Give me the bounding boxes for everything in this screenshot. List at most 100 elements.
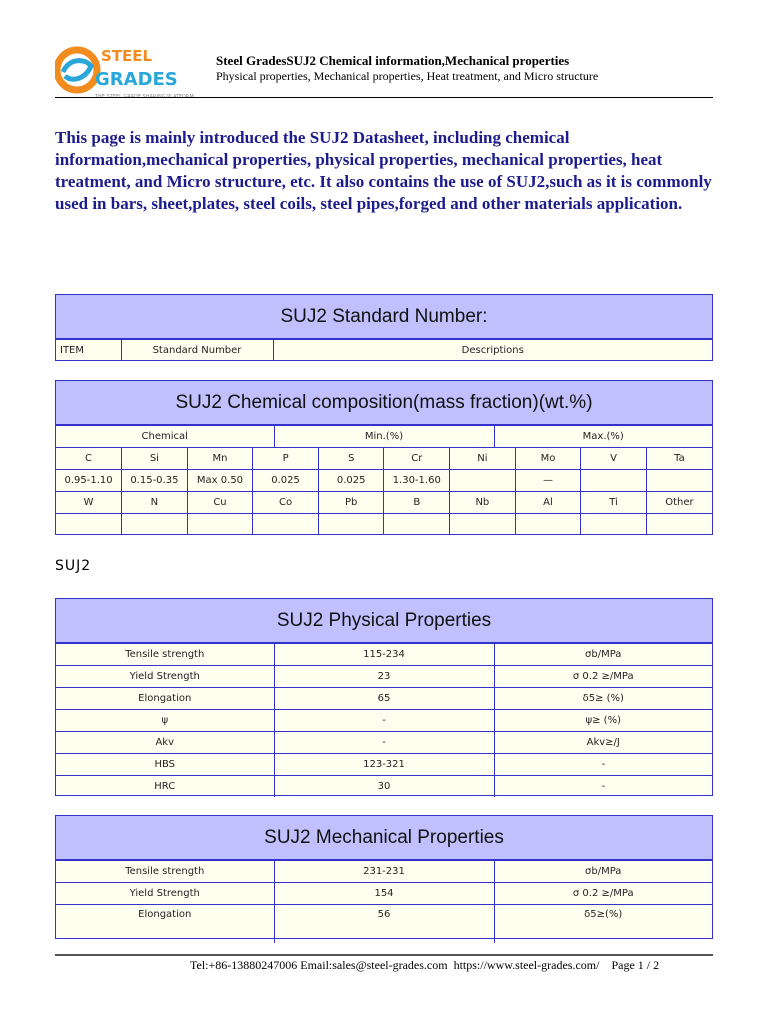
table-cell: ψ: [56, 709, 275, 732]
table-cell: Ta: [645, 447, 712, 470]
table-row: Tensile strength 115-234 σb/MPa: [56, 643, 712, 666]
table-row: ψ - ψ≥ (%): [56, 709, 712, 732]
table-title: SUJ2 Physical Properties: [56, 599, 712, 643]
table-cell: Mn: [186, 447, 254, 470]
table-cell: [121, 513, 188, 535]
standard-number-table: SUJ2 Standard Number: ITEM Standard Numbe…: [55, 294, 713, 361]
table-cell: -: [493, 775, 712, 797]
table-cell: ψ≥ (%): [493, 709, 712, 732]
table-row: HBS 123-321-: [56, 753, 712, 776]
table-cell: [514, 513, 582, 535]
column-header: Descriptions: [272, 339, 712, 361]
table-cell: Nb: [449, 491, 516, 514]
column-header: Max.(%): [493, 425, 712, 447]
mechanical-properties-table: SUJ2 Mechanical Properties Tensile stren…: [55, 815, 713, 943]
table-cell: Max 0.50: [186, 469, 254, 492]
column-header: ITEM: [56, 339, 122, 361]
table-cell: σb/MPa: [493, 860, 712, 883]
column-header: Chemical: [56, 425, 275, 447]
table-cell: Yield Strength: [56, 665, 275, 688]
table-row: Yield Strength 23 σ 0.2 ≥/MPa: [56, 665, 712, 688]
table-cell: Tensile strength: [56, 860, 275, 883]
table-cell: Cr: [383, 447, 451, 470]
table-row: Tensile strength 231-231 σb/MPa: [56, 860, 712, 883]
table-cell: V: [580, 447, 647, 470]
table-cell: 0.025: [252, 469, 319, 492]
steel-grades-logo[interactable]: STEEL GRADES THE STEEL GRADE SHARING PLA…: [53, 44, 205, 102]
table-cell: σ 0.2 ≥/MPa: [493, 882, 712, 905]
table-cell: σb/MPa: [493, 643, 712, 666]
table-cell: Mo: [514, 447, 582, 470]
table-row: Elongation 65 δ5≥ (%): [56, 687, 712, 710]
chemical-composition-table: SUJ2 Chemical composition(mass fraction)…: [55, 380, 713, 535]
table-row: W N Cu Co Pb B Nb Al Ti Other: [56, 491, 712, 514]
table-cell: δ5≥ (%): [493, 687, 712, 710]
table-cell: [645, 469, 712, 492]
table-cell: Yield Strength: [56, 882, 275, 905]
table-cell: Akv≥/J: [493, 731, 712, 754]
table-cell: Al: [514, 491, 582, 514]
table-row: HRC 30-: [56, 775, 712, 797]
table-cell: —: [514, 469, 582, 492]
table-cell: Elongation: [56, 687, 275, 710]
table-cell: 231-231: [273, 860, 495, 883]
column-header: Min.(%): [273, 425, 495, 447]
table-cell: [580, 469, 647, 492]
table-cell: 65: [273, 687, 495, 710]
table-cell: HRC: [56, 775, 275, 797]
table-cell: [449, 469, 516, 492]
table-cell: [645, 513, 712, 535]
table-cell: Ni: [449, 447, 516, 470]
table-cell: -: [273, 731, 495, 754]
header-divider: [55, 97, 713, 98]
table-cell: Co: [252, 491, 319, 514]
table-cell: S: [317, 447, 385, 470]
table-title: SUJ2 Chemical composition(mass fraction)…: [56, 381, 712, 425]
table-cell: 154: [273, 882, 495, 905]
table-cell: 30: [273, 775, 495, 797]
table-cell: P: [252, 447, 319, 470]
table-cell: 0.15-0.35: [121, 469, 188, 492]
table-row: C Si Mn P S Cr Ni Mo V Ta: [56, 447, 712, 470]
table-cell: [580, 513, 647, 535]
grade-label: SUJ2: [55, 558, 92, 574]
table-title: SUJ2 Standard Number:: [56, 295, 712, 339]
table-cell: Tensile strength: [56, 643, 275, 666]
table-cell: 115-234: [273, 643, 495, 666]
table-header-row: ITEM Standard Number Descriptions: [56, 339, 712, 361]
table-cell: Elongation: [56, 904, 275, 943]
table-cell: Si: [121, 447, 188, 470]
table-header-row: Chemical Min.(%) Max.(%): [56, 425, 712, 447]
table-cell: 123-321: [273, 753, 495, 776]
table-cell: [56, 513, 123, 535]
table-cell: -: [493, 753, 712, 776]
table-cell: B: [383, 491, 451, 514]
footer-divider: [55, 954, 713, 956]
table-cell: Akv: [56, 731, 275, 754]
table-row: [56, 513, 712, 535]
table-cell: σ 0.2 ≥/MPa: [493, 665, 712, 688]
table-cell: [186, 513, 254, 535]
table-row: Elongation 56 δ5≥(%): [56, 904, 712, 943]
physical-properties-table: SUJ2 Physical Properties Tensile strengt…: [55, 598, 713, 797]
table-cell: [252, 513, 319, 535]
table-cell: W: [56, 491, 123, 514]
table-cell: [383, 513, 451, 535]
table-row: 0.95-1.10 0.15-0.35 Max 0.50 0.025 0.025 1.30…: [56, 469, 712, 492]
intro-paragraph: This page is mainly introduced the SUJ2 …: [55, 128, 712, 213]
footer-contact: Tel:+86-13880247006 Email:sales@steel-gr…: [190, 958, 660, 972]
document-subtitle: Physical properties, Mechanical properti…: [216, 69, 599, 83]
table-cell: Other: [645, 491, 712, 514]
table-cell: [317, 513, 385, 535]
table-cell: 1.30-1.60: [383, 469, 451, 492]
table-cell: HBS: [56, 753, 275, 776]
table-cell: C: [56, 447, 123, 470]
column-header: Standard Number: [120, 339, 274, 361]
svg-text:STEEL: STEEL: [101, 47, 153, 65]
svg-text:GRADES: GRADES: [95, 69, 178, 90]
table-cell: Ti: [580, 491, 647, 514]
table-cell: N: [121, 491, 188, 514]
table-cell: 0.025: [317, 469, 385, 492]
table-cell: -: [273, 709, 495, 732]
table-row: Yield Strength 154 σ 0.2 ≥/MPa: [56, 882, 712, 905]
